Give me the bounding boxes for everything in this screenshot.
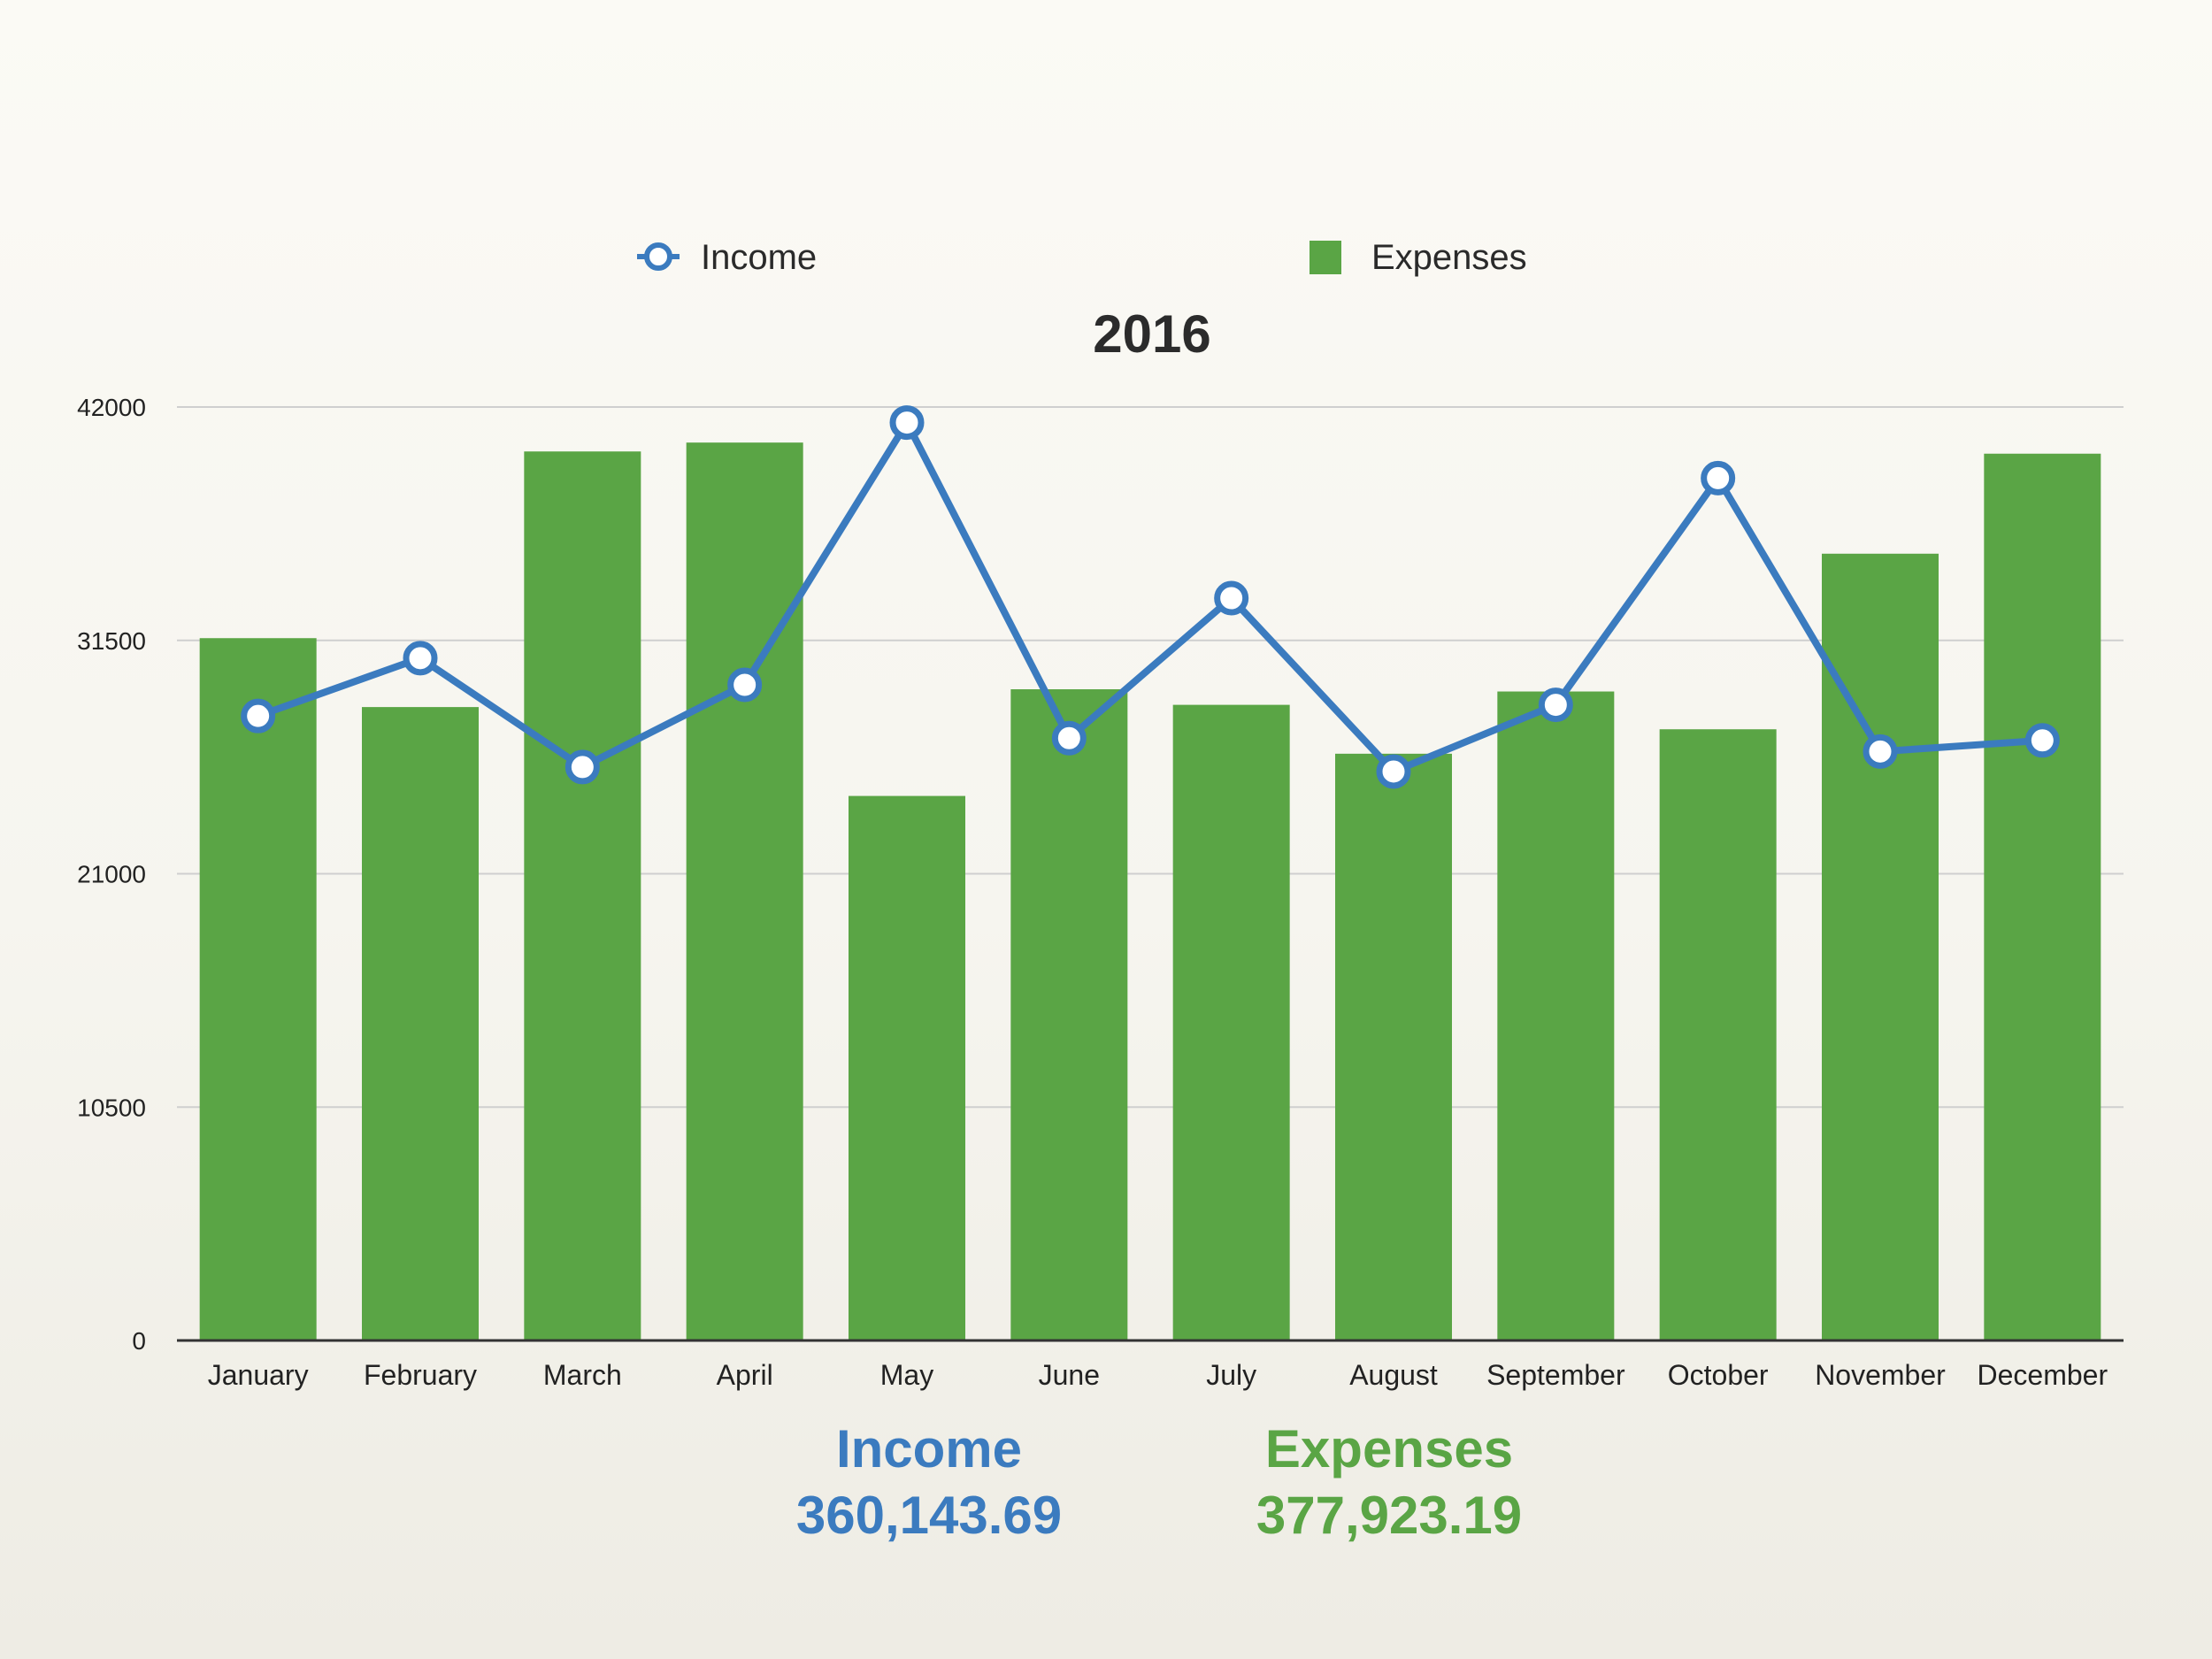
- income-point-september: [1538, 687, 1573, 723]
- y-tick-label: 31500: [77, 627, 146, 655]
- income-point-december: [2024, 723, 2060, 758]
- income-point-january: [241, 698, 276, 733]
- expenses-bar-july: [1172, 704, 1290, 1340]
- expenses-bar-march: [524, 451, 641, 1340]
- income-point-february: [403, 641, 438, 676]
- y-axis-ticks: 42000 31500 21000 10500 0: [77, 394, 146, 1355]
- expenses-bar-october: [1659, 729, 1777, 1340]
- x-tick-label: February: [364, 1359, 477, 1391]
- income-summary: Income 360,143.69: [726, 1416, 1133, 1548]
- legend-expenses-label: Expenses: [1371, 238, 1527, 277]
- expenses-bar-june: [1010, 689, 1128, 1340]
- expenses-bar-april: [686, 442, 803, 1340]
- expenses-bar-december: [1984, 453, 2101, 1340]
- expenses-bar-november: [1822, 553, 1939, 1340]
- legend-item-income: Income: [637, 238, 817, 277]
- income-point-may: [889, 405, 925, 441]
- expenses-bar-september: [1497, 691, 1615, 1340]
- income-point-october: [1701, 460, 1736, 495]
- expenses-bar-january: [199, 638, 317, 1340]
- y-tick-label: 0: [132, 1327, 146, 1355]
- x-tick-label: March: [543, 1359, 622, 1391]
- y-tick-label: 42000: [77, 394, 146, 421]
- income-summary-value: 360,143.69: [795, 1486, 1063, 1545]
- expenses-summary-value: 377,923.19: [1256, 1486, 1523, 1545]
- legend-income-label: Income: [701, 238, 817, 277]
- income-line: [241, 405, 2060, 789]
- legend-expenses-swatch: [1310, 241, 1341, 274]
- income-point-june: [1051, 720, 1087, 756]
- x-tick-label: September: [1486, 1359, 1625, 1391]
- x-tick-label: August: [1349, 1359, 1438, 1391]
- x-tick-label: May: [880, 1359, 933, 1391]
- x-tick-label: November: [1815, 1359, 1946, 1391]
- x-tick-label: April: [717, 1359, 773, 1391]
- expenses-bar-august: [1335, 753, 1452, 1340]
- income-point-august: [1376, 754, 1411, 789]
- x-tick-label: January: [208, 1359, 309, 1391]
- income-point-april: [727, 667, 763, 703]
- x-tick-label: October: [1668, 1359, 1769, 1391]
- chart-title: 2016: [1093, 304, 1210, 364]
- x-tick-label: June: [1039, 1359, 1100, 1391]
- grid: [177, 406, 2124, 1109]
- income-point-march: [565, 749, 600, 785]
- expenses-summary: Expenses 377,923.19: [1186, 1416, 1593, 1548]
- expenses-summary-label: Expenses: [1264, 1419, 1514, 1479]
- expenses-bars: [199, 442, 2101, 1340]
- y-tick-label: 10500: [77, 1094, 146, 1121]
- legend-income-marker: [644, 242, 672, 271]
- income-point-november: [1863, 733, 1898, 769]
- expenses-bar-february: [362, 707, 479, 1340]
- income-summary-label: Income: [835, 1419, 1023, 1479]
- income-line-path: [257, 419, 2043, 775]
- legend: Income Expenses: [637, 238, 1527, 277]
- income-point-july: [1214, 580, 1249, 616]
- y-tick-label: 21000: [77, 861, 146, 888]
- legend-item-expenses: Expenses: [1310, 238, 1527, 277]
- expenses-bar-may: [849, 795, 965, 1340]
- x-tick-label: July: [1206, 1359, 1256, 1391]
- x-axis-ticks: January February March April May June July Augu…: [208, 1359, 2108, 1391]
- x-tick-label: December: [1978, 1359, 2108, 1391]
